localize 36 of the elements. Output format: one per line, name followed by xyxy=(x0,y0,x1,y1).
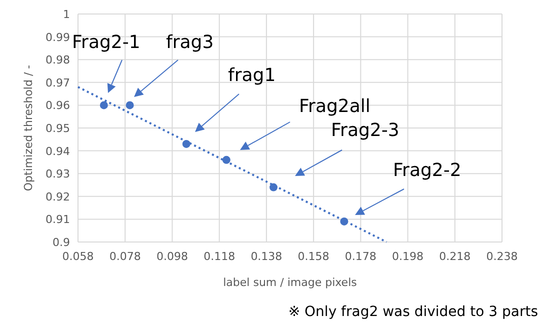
x-tick-label: 0.238 xyxy=(486,250,518,263)
annotation: frag3 xyxy=(166,32,214,53)
y-tick-label: 0.95 xyxy=(46,122,70,135)
x-tick-label: 0.138 xyxy=(250,250,282,263)
point xyxy=(270,183,278,192)
y-tick-label: 0.9 xyxy=(52,236,70,249)
text: ※ Only frag2 was divided to 3 parts xyxy=(288,304,538,320)
y-tick-label: 0.97 xyxy=(46,76,70,90)
x-tick-label: 0.098 xyxy=(156,250,188,263)
x-tick-label: 0.118 xyxy=(204,250,236,263)
x-tick-label: 0.218 xyxy=(439,250,471,263)
y-tick-label: 0.92 xyxy=(46,190,70,204)
point xyxy=(100,101,108,110)
y-tick-label: 0.91 xyxy=(46,213,70,226)
x-tick-label: 0.198 xyxy=(392,250,424,263)
x-tick-label: 0.078 xyxy=(109,250,141,263)
annotation: Frag2all xyxy=(299,96,370,117)
y-axis-title: Optimized threshold / - xyxy=(22,64,35,192)
annotation: Frag2-1 xyxy=(72,32,140,53)
y-tick-label: 1 xyxy=(63,8,70,21)
x-axis-title: label sum / image pixels xyxy=(223,276,358,289)
y-tick-label: 0.96 xyxy=(46,99,70,112)
point xyxy=(182,140,190,148)
annotation: Frag2-3 xyxy=(331,120,400,141)
y-tick-label: 0.99 xyxy=(46,30,70,44)
annotation: frag1 xyxy=(228,65,276,86)
x-tick-label: 0.158 xyxy=(298,250,330,263)
y-tick-label: 0.93 xyxy=(46,168,70,181)
point xyxy=(222,156,230,164)
annotation: Frag2-2 xyxy=(393,160,462,181)
x-tick-label: 0.178 xyxy=(344,250,376,263)
x-tick-label: 0.058 xyxy=(62,250,94,263)
point xyxy=(340,218,348,226)
point xyxy=(126,101,134,110)
y-tick-label: 0.94 xyxy=(46,144,70,158)
y-tick-label: 0.98 xyxy=(46,54,70,67)
